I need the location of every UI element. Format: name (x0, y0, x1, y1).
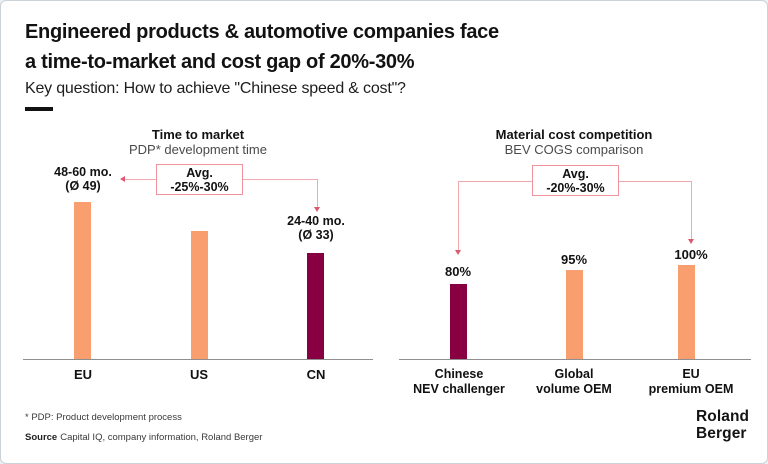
chart-subtitle: PDP* development time (128, 142, 267, 157)
bar-cn (307, 253, 324, 359)
avg-annotation-box-material-cost: Avg. -20%-30% (532, 165, 619, 196)
chart-title: Material cost competition (495, 127, 653, 142)
slide-subtitle: Key question: How to achieve "Chinese sp… (25, 80, 406, 97)
x-axis-material-cost (399, 359, 751, 360)
chart-header-time-to-market: Time to market PDP* development time (48, 127, 348, 157)
category-label-global-volume: Global volume OEM (536, 367, 612, 396)
chart-header-material-cost: Material cost competition BEV COGS compa… (424, 127, 724, 157)
category-label-eu-premium: EU premium OEM (648, 367, 734, 396)
bar-eu (74, 202, 91, 359)
bar-us (191, 231, 208, 359)
x-axis-time-to-market (23, 359, 373, 360)
footnote: * PDP: Product development process (25, 412, 182, 423)
category-label-cn: CN (306, 367, 326, 382)
connector-line (618, 181, 691, 182)
arrow-down-icon (688, 239, 694, 244)
source-line: Source Capital IQ, company information, R… (25, 432, 262, 443)
avg-annotation-box-time-to-market: Avg. -25%-30% (156, 164, 243, 195)
arrow-left-icon (120, 176, 125, 182)
arrow-down-icon (314, 207, 320, 212)
arrow-down-icon (455, 250, 461, 255)
bar-global-volume-oem (566, 270, 583, 359)
connector-line (317, 179, 318, 208)
slide-title: Engineered products & automotive compani… (25, 21, 499, 73)
connector-line (458, 181, 532, 182)
bar-eu-premium-oem (678, 265, 695, 359)
bar-value-label-chinese-nev: 80% (444, 264, 472, 279)
connector-line (691, 181, 692, 240)
accent-dash (25, 107, 53, 111)
category-label-eu: EU (73, 367, 93, 382)
source-text: Capital IQ, company information, Roland … (60, 432, 263, 443)
bar-chinese-nev-challenger (450, 284, 467, 359)
category-label-us: US (189, 367, 209, 382)
source-label: Source (25, 432, 58, 443)
bar-value-label-eu: 48-60 mo. (Ø 49) (54, 165, 112, 193)
category-label-chinese-nev: Chinese NEV challenger (413, 367, 505, 396)
roland-berger-logo: Roland Berger (696, 408, 750, 442)
connector-line (458, 181, 459, 251)
bar-value-label-global-volume: 95% (560, 252, 588, 267)
connector-line (243, 179, 317, 180)
bar-value-label-eu-premium: 100% (674, 247, 708, 262)
bar-value-label-cn: 24-40 mo. (Ø 33) (287, 214, 345, 242)
chart-subtitle: BEV COGS comparison (504, 142, 644, 157)
connector-line (125, 179, 156, 180)
chart-title: Time to market (151, 127, 245, 142)
